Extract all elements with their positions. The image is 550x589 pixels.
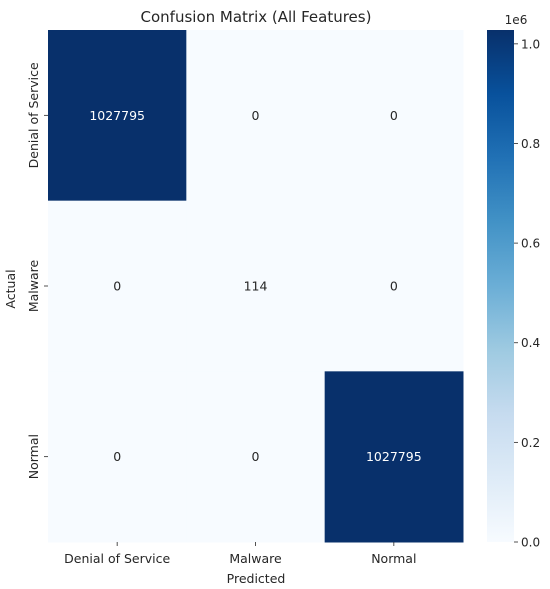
- y-tick-label: Normal: [26, 434, 41, 479]
- heatmap-cell-r1-c2: [324, 200, 464, 372]
- colorbar-tick-label: 0.0: [521, 536, 540, 550]
- cell-value-r0-c2: 0: [390, 108, 398, 123]
- x-tick-label: Normal: [371, 551, 416, 566]
- heatmap-cell-r1-c0: [48, 200, 187, 372]
- cell-value-r2-c2: 1027795: [366, 449, 422, 464]
- cell-value-r0-c0: 1027795: [89, 108, 145, 123]
- y-axis-ticks: Denial of Service Malware Normal: [26, 62, 48, 479]
- y-tick-label: Malware: [26, 260, 41, 313]
- cell-value-r2-c0: 0: [113, 449, 121, 464]
- chart-title: Confusion Matrix (All Features): [141, 8, 372, 26]
- heatmap-cells: [48, 30, 464, 543]
- colorbar: 0.0 0.2 0.4 0.6 0.8 1.0 1e6: [487, 13, 540, 550]
- y-axis-label: Actual: [3, 269, 18, 308]
- x-tick-label: Denial of Service: [64, 551, 170, 566]
- x-axis-ticks: Denial of Service Malware Normal: [64, 542, 416, 566]
- cell-value-r1-c2: 0: [390, 279, 398, 294]
- heatmap-cell-r0-c1: [186, 30, 326, 202]
- heatmap-cell-r0-c0: [48, 30, 187, 202]
- cell-value-r1-c0: 0: [113, 279, 121, 294]
- colorbar-tick-label: 1.0: [521, 37, 540, 51]
- cell-value-r2-c1: 0: [252, 449, 260, 464]
- heatmap-cell-r0-c2: [324, 30, 464, 202]
- cell-value-r0-c1: 0: [252, 108, 260, 123]
- colorbar-tick-label: 0.4: [521, 336, 540, 350]
- heatmap-cell-r2-c1: [186, 371, 326, 543]
- colorbar-ticks: 0.0 0.2 0.4 0.6 0.8 1.0: [514, 37, 540, 550]
- x-axis-label: Predicted: [227, 571, 286, 586]
- colorbar-tick-label: 0.2: [521, 436, 540, 450]
- colorbar-scale-label: 1e6: [505, 13, 528, 27]
- heatmap-cell-r2-c0: [48, 371, 187, 543]
- colorbar-tick-label: 0.8: [521, 137, 540, 151]
- colorbar-gradient: [487, 30, 514, 542]
- heatmap-cell-labels: 1027795 0 0 0 114 0 0 0 1027795: [89, 108, 421, 464]
- cell-value-r1-c1: 114: [244, 279, 268, 294]
- heatmap-cell-r2-c2: [324, 371, 464, 543]
- x-tick-label: Malware: [229, 551, 282, 566]
- y-tick-label: Denial of Service: [26, 62, 41, 168]
- colorbar-tick-label: 0.6: [521, 237, 540, 251]
- heatmap-cell-r1-c1: [186, 200, 326, 372]
